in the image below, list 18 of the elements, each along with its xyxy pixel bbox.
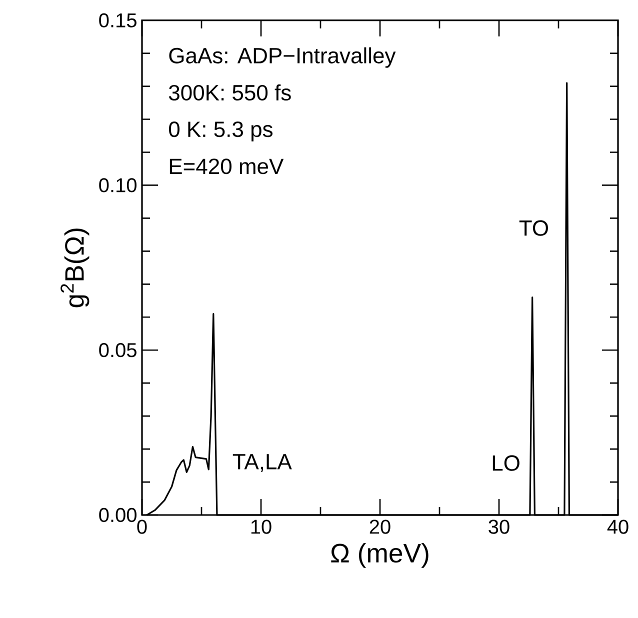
annotation: TO (519, 220, 548, 236)
annotation: E=420 meV (170, 158, 284, 174)
x-tick-label: 30 (488, 520, 510, 534)
annotation: 0 K: 5.3 ps (168, 121, 272, 142)
x-tick-label: 0 (137, 520, 147, 534)
annotation: GaAs: ADP−Intravalley (169, 47, 396, 68)
annotation: TA,LA (232, 454, 292, 472)
y-tick-label: 0.15 (99, 13, 136, 28)
x-tick-label: 20 (370, 520, 390, 534)
x-tick-label: 40 (607, 520, 628, 534)
y-tick-label: 0.00 (99, 508, 136, 522)
annotation: LO (492, 455, 520, 471)
x-axis-title: Ω (meV) (331, 543, 428, 568)
y-axis-title: g$^{2}$B(Ω) (60, 228, 90, 308)
x-tick-label: 10 (251, 520, 272, 534)
annotation: 300K: 550 fs (168, 84, 291, 101)
y-tick-label: 0.10 (99, 178, 136, 192)
y-tick-label: 0.05 (99, 343, 136, 358)
